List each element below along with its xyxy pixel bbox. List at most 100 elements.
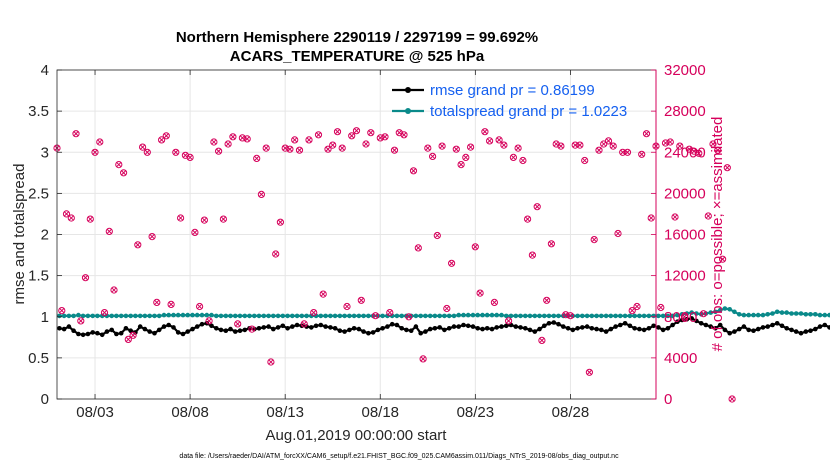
rmse-point	[152, 330, 157, 336]
obs-count-point	[628, 307, 636, 315]
rmse-point	[389, 321, 395, 327]
obs-assimilated-marker	[605, 138, 612, 144]
obs-assimilated-marker	[230, 134, 236, 140]
rmse-point	[99, 332, 105, 338]
x-tick-label: 08/18	[361, 404, 399, 421]
totalspread-point	[394, 313, 400, 319]
obs-possible-marker	[490, 298, 498, 306]
obs-assimilated-marker	[225, 141, 231, 147]
totalspread-point	[494, 312, 500, 318]
plot-area: 08/03 08/08 08/13 08/18 08/23 08/28 0 0.5 1 1.5 2…	[28, 62, 830, 421]
obs-count-point	[657, 303, 665, 312]
totalspread-point	[294, 313, 300, 319]
obs-possible-marker	[381, 133, 389, 141]
rmse-point	[313, 323, 319, 329]
obs-possible-marker	[538, 336, 546, 344]
rmse-point	[80, 332, 86, 338]
obs-possible-marker	[158, 136, 166, 144]
obs-count-point	[424, 144, 432, 152]
obs-possible-marker	[219, 215, 227, 223]
totalspread-point	[527, 313, 533, 319]
rmse-point	[546, 321, 552, 326]
obs-count-point	[100, 309, 109, 317]
rmse-point	[565, 326, 571, 331]
rmse-point	[171, 325, 176, 330]
obs-assimilated-marker	[458, 161, 464, 168]
obs-possible-marker	[234, 320, 242, 328]
totalspread-point	[627, 313, 633, 319]
totalspread-point	[90, 313, 95, 319]
totalspread-point	[252, 313, 257, 319]
rmse-point	[280, 323, 286, 329]
totalspread-point	[128, 313, 133, 319]
obs-count-point	[723, 164, 731, 172]
obs-assimilated-marker	[705, 213, 711, 219]
rmse-point	[732, 329, 737, 334]
totalspread-point	[104, 313, 110, 319]
totalspread-point	[328, 313, 333, 319]
obs-count-point	[200, 216, 208, 224]
obs-possible-marker	[338, 144, 346, 152]
obs-assimilated-marker	[163, 133, 169, 139]
obs-count-point	[452, 145, 460, 153]
rmse-point	[698, 321, 704, 326]
y-left-tick-label: 1.5	[28, 268, 49, 285]
rmse-point	[294, 322, 300, 328]
totalspread-point	[708, 310, 713, 315]
rmse-point	[627, 323, 633, 329]
totalspread-point	[713, 309, 718, 315]
rmse-point	[394, 322, 400, 328]
obs-possible-marker	[628, 307, 636, 315]
obs-possible-marker	[471, 243, 479, 251]
legend-rmse-marker	[405, 87, 411, 93]
obs-assimilated-marker	[206, 318, 212, 324]
obs-count-point	[295, 146, 304, 154]
totalspread-point	[290, 313, 295, 319]
rmse-point	[736, 326, 742, 332]
obs-possible-marker	[177, 214, 185, 222]
totalspread-point	[389, 313, 395, 319]
totalspread-point	[299, 313, 305, 319]
obs-count-point	[219, 215, 227, 223]
obs-assimilated-marker	[586, 369, 593, 375]
rmse-point	[237, 328, 243, 334]
totalspread-point	[774, 309, 780, 315]
rmse-point	[332, 326, 338, 331]
obs-count-point	[105, 227, 113, 235]
rmse-point	[603, 329, 609, 334]
rmse-point	[218, 327, 224, 333]
obs-assimilated-marker	[520, 157, 526, 164]
obs-possible-marker	[604, 137, 613, 145]
obs-possible-marker	[243, 135, 251, 143]
rmse-point	[437, 325, 443, 330]
y-right-tick-label: 20000	[664, 185, 706, 202]
obs-count-point	[490, 298, 498, 306]
obs-assimilated-marker	[558, 143, 564, 149]
rmse-point	[632, 326, 637, 331]
obs-assimilated-marker	[501, 142, 507, 148]
totalspread-point	[114, 313, 119, 319]
rmse-point	[456, 324, 462, 329]
totalspread-point	[689, 310, 694, 315]
totalspread-point	[171, 312, 176, 318]
obs-assimilated-marker	[154, 299, 160, 306]
obs-possible-marker	[390, 146, 399, 154]
obs-count-point	[115, 161, 123, 169]
obs-assimilated-marker	[120, 170, 127, 176]
rmse-point	[318, 322, 324, 328]
rmse-point	[137, 324, 143, 329]
totalspread-point	[313, 313, 319, 319]
obs-possible-marker	[429, 152, 437, 160]
obs-assimilated-marker	[353, 128, 360, 134]
totalspread-point	[470, 312, 476, 318]
obs-possible-marker	[110, 286, 118, 294]
totalspread-point	[304, 313, 309, 319]
rmse-point	[793, 329, 799, 334]
totalspread-point	[480, 312, 485, 318]
obs-possible-marker	[295, 146, 304, 154]
totalspread-point	[218, 313, 224, 319]
obs-assimilated-marker	[349, 133, 355, 139]
obs-possible-marker	[571, 141, 579, 149]
obs-count-point	[486, 137, 494, 145]
rmse-point	[61, 326, 67, 332]
